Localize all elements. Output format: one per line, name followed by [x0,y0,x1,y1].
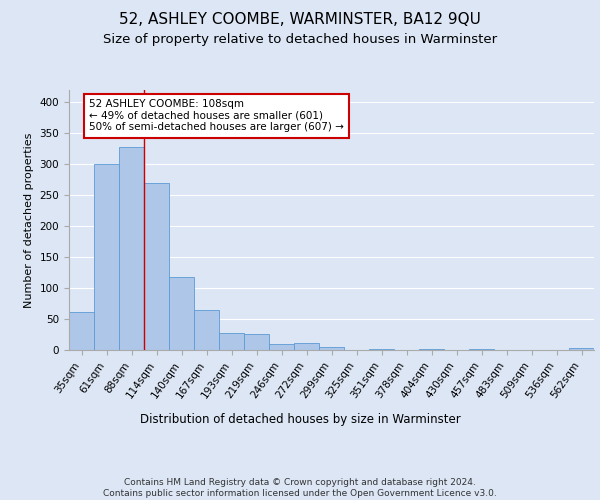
Bar [294,342,319,350]
Bar [269,344,294,350]
Text: Size of property relative to detached houses in Warminster: Size of property relative to detached ho… [103,32,497,46]
Text: Contains HM Land Registry data © Crown copyright and database right 2024.
Contai: Contains HM Land Registry data © Crown c… [103,478,497,498]
Bar [119,147,144,350]
Bar [219,332,244,350]
Bar [369,349,394,350]
Bar [69,312,94,350]
Text: Distribution of detached houses by size in Warminster: Distribution of detached houses by size … [140,412,460,426]
Bar [144,183,169,350]
Bar [94,164,119,350]
Text: 52 ASHLEY COOMBE: 108sqm
← 49% of detached houses are smaller (601)
50% of semi-: 52 ASHLEY COOMBE: 108sqm ← 49% of detach… [89,100,344,132]
Bar [469,349,494,350]
Bar [169,277,194,350]
Bar [194,310,219,350]
Bar [419,349,444,350]
Bar [569,348,594,350]
Y-axis label: Number of detached properties: Number of detached properties [24,132,34,308]
Bar [244,334,269,350]
Bar [319,347,344,350]
Text: 52, ASHLEY COOMBE, WARMINSTER, BA12 9QU: 52, ASHLEY COOMBE, WARMINSTER, BA12 9QU [119,12,481,28]
